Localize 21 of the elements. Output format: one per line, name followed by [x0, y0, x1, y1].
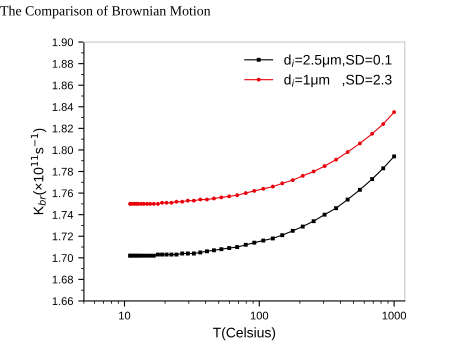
legend-label: d$_{i}$=1μm ,SD=2.3: [284, 74, 392, 88]
y-tick-label: 1.84: [52, 103, 74, 111]
y-tick-label: 1.82: [52, 124, 73, 132]
y-tick-label: 1.74: [52, 211, 74, 219]
x-tick-label: 100: [250, 312, 268, 320]
y-tick-label: 1.68: [52, 276, 73, 284]
y-tick-label: 1.90: [52, 38, 74, 46]
y-tick-label: 1.66: [52, 297, 73, 306]
y-tick-label: 1.86: [52, 81, 73, 90]
y-tick-label: 1.72: [52, 232, 73, 240]
x-tick-label: 1000: [382, 312, 406, 320]
y-tick-label: 1.70: [52, 254, 74, 262]
y-tick-label: 1.80: [52, 146, 74, 154]
y-tick-label: 1.78: [52, 168, 73, 176]
chart-title: The Comparison of Brownian Motion: [0, 6, 210, 18]
x-tick-label: 10: [119, 312, 130, 320]
y-tick-label: 1.88: [52, 60, 73, 68]
y-tick-label: 1.76: [52, 189, 73, 198]
y-axis-title: K$_{br}$(×10$^{11}$s$^{−1}$): [30, 128, 46, 214]
legend-label: d$_{i}$=2.5μm,SD=0.1: [284, 54, 392, 68]
x-axis-title: T(Celsius): [213, 327, 276, 340]
